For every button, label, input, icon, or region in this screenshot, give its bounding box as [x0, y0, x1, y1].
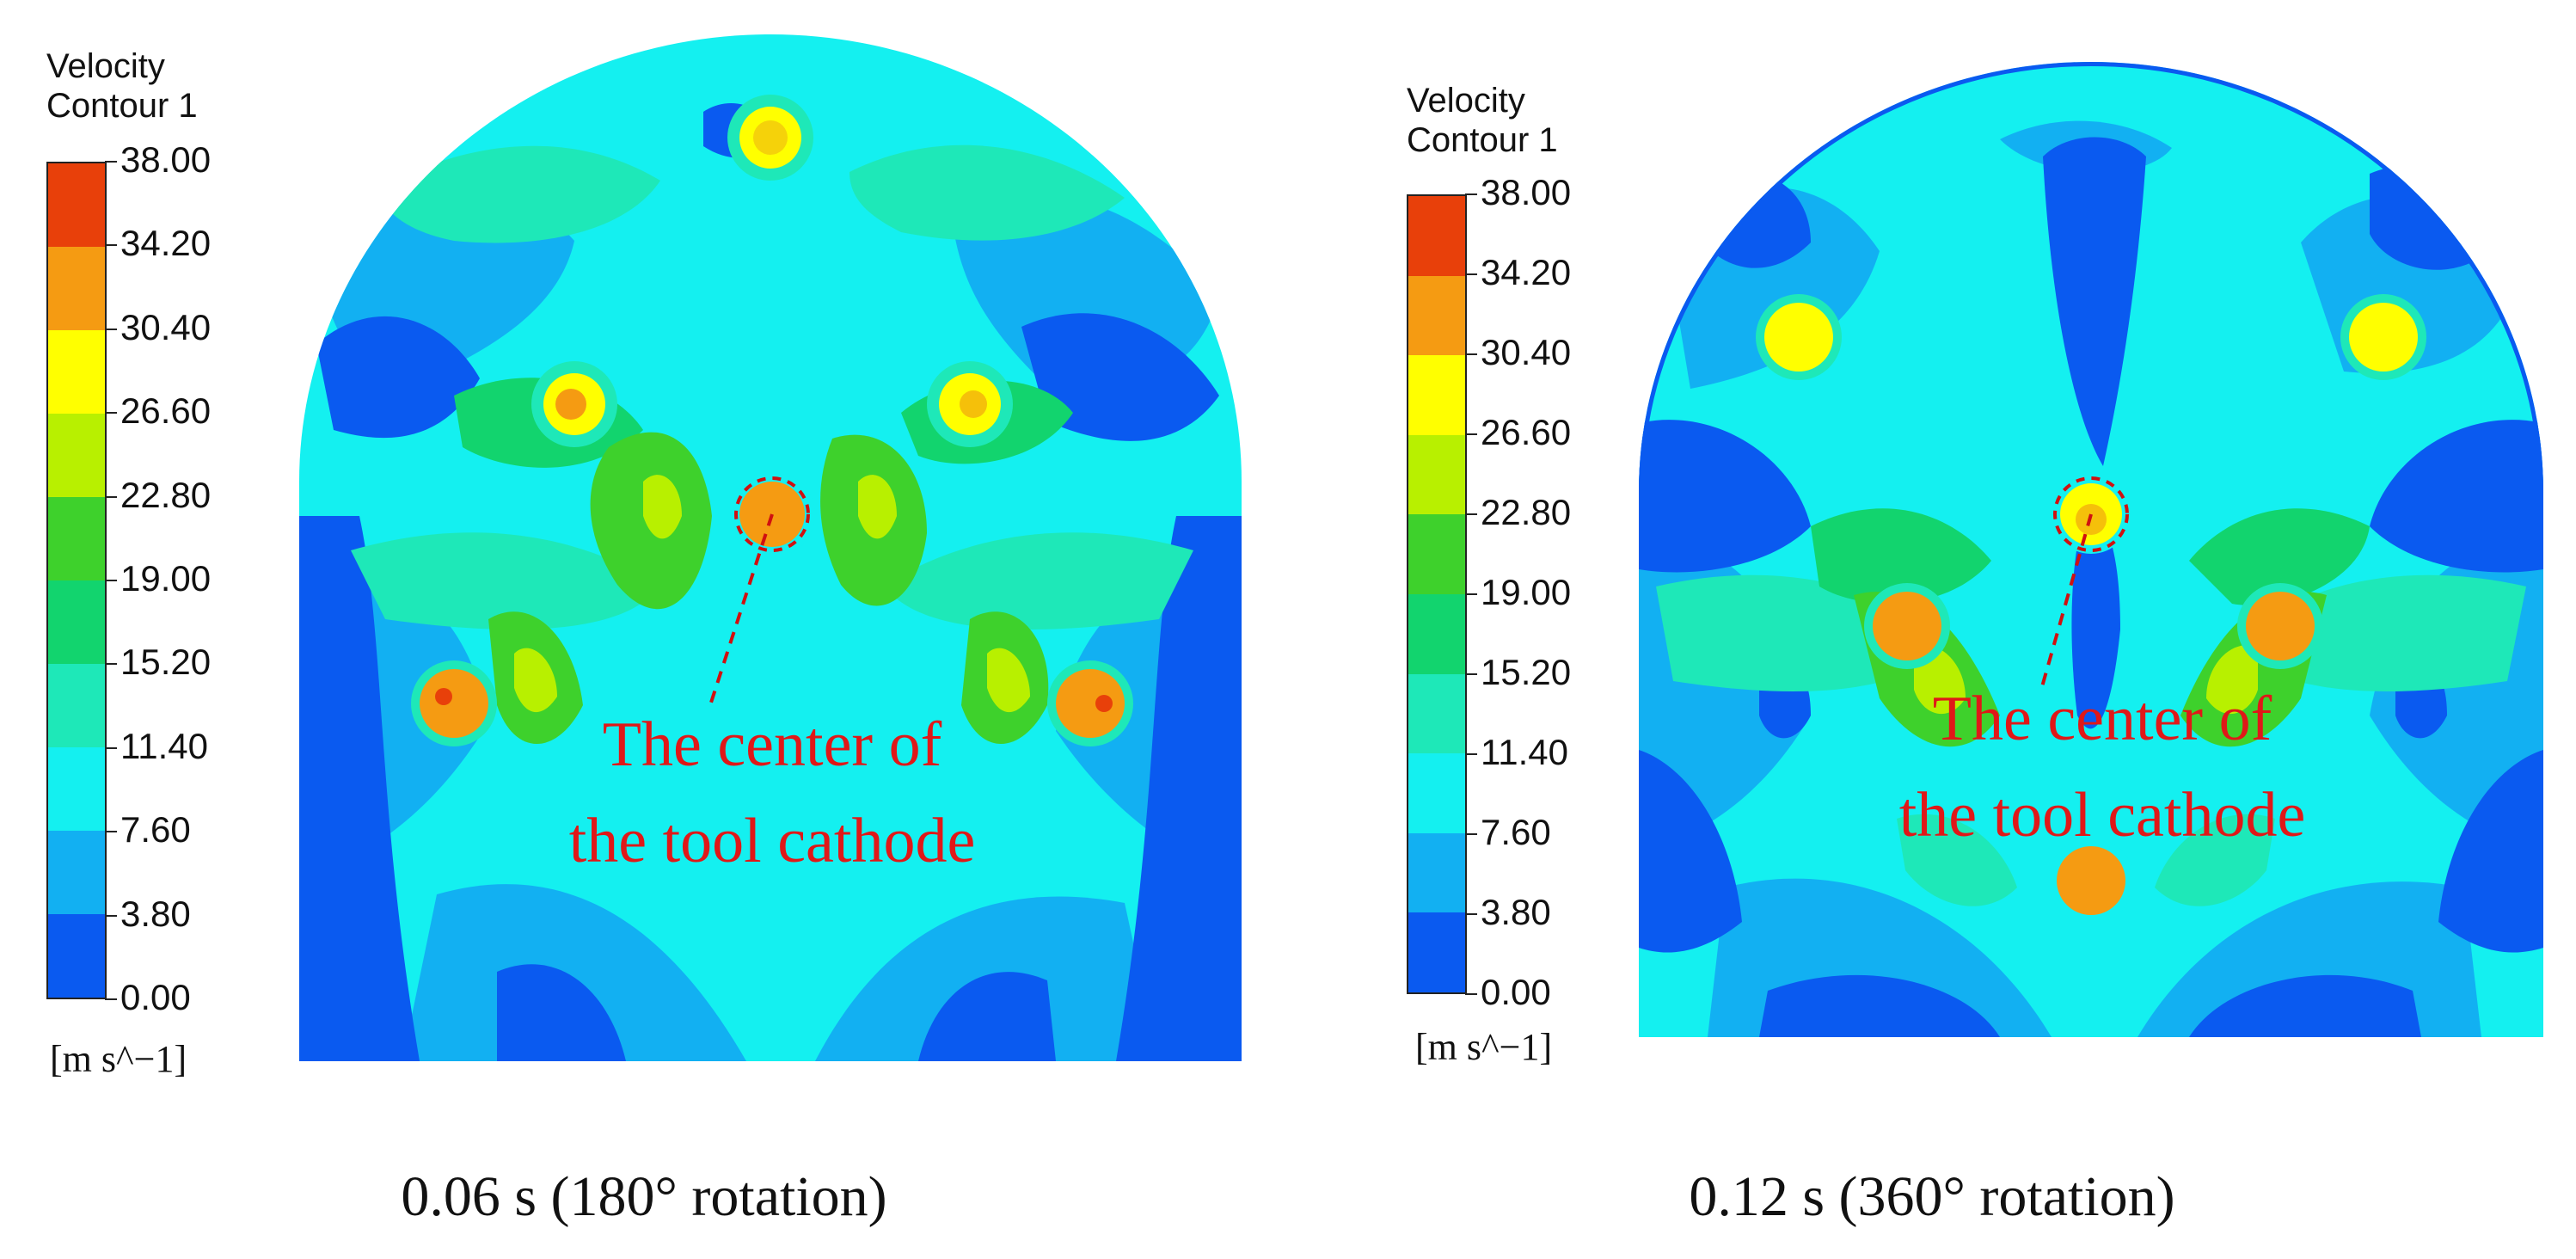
legend-swatch — [48, 914, 105, 998]
legend-tick-mark — [105, 412, 117, 415]
cylinder-upper-right — [2340, 294, 2426, 380]
annotation-label: The center of the tool cathode — [1849, 671, 2356, 863]
legend-tick-label: 30.40 — [1481, 332, 1572, 372]
legend-tick-mark — [1465, 193, 1477, 195]
tool-cathode-marker — [734, 476, 810, 552]
legend-tick-label: 26.60 — [1481, 412, 1572, 452]
panel-180: Velocity Contour 1 [m s^−1] — [46, 34, 1242, 1228]
legend-swatch — [48, 247, 105, 330]
legend-title-velocity: Velocity — [1407, 82, 1525, 120]
cylinder-bottom — [2048, 838, 2134, 924]
annotation-leader-line — [708, 513, 774, 706]
legend-tick-label: 38.00 — [1481, 172, 1572, 212]
legend-tick-label: 0.00 — [1481, 972, 1551, 1012]
legend-tick-label: 22.80 — [120, 474, 212, 515]
legend-unit: [m s^−1] — [50, 1038, 187, 1080]
velocity-contour-plot — [1639, 62, 2543, 1037]
legend-tick-label: 7.60 — [1481, 812, 1551, 852]
legend-tick-mark — [105, 244, 117, 247]
legend-swatch — [1408, 514, 1465, 594]
legend-unit: [m s^−1] — [1415, 1026, 1553, 1068]
legend-tick-mark — [105, 328, 117, 330]
legend-swatch — [48, 330, 105, 414]
legend-tick-mark — [1465, 433, 1477, 435]
legend-tick-mark — [1465, 993, 1477, 995]
legend-tick-label: 15.20 — [120, 642, 212, 683]
legend-tick-mark — [1465, 753, 1477, 755]
legend-tick-mark — [1465, 913, 1477, 915]
legend-swatch — [48, 163, 105, 247]
panel-caption: 0.12 s (360° rotation) — [1689, 1165, 2175, 1228]
legend-tick-mark — [105, 746, 117, 749]
cylinder-lower-left — [411, 660, 497, 746]
cylinder-top — [727, 95, 813, 181]
legend-tick-label: 30.40 — [120, 306, 212, 347]
legend-tick-mark — [1465, 273, 1477, 275]
cylinder-mid-left — [1864, 583, 1950, 669]
legend-color-bar — [1407, 194, 1467, 994]
legend-tick-mark — [105, 831, 117, 833]
cylinder-lower-right — [1047, 660, 1133, 746]
cylinder-upper-right — [927, 361, 1013, 447]
legend-tick-mark — [1465, 513, 1477, 515]
legend-swatch — [1408, 593, 1465, 674]
legend-tick-mark — [1465, 673, 1477, 675]
cylinder-upper-left — [531, 361, 617, 447]
legend-title-contour: Contour 1 — [1407, 121, 1558, 159]
annotation-line1: The center of — [1932, 684, 2272, 754]
cylinder-mid-right — [2237, 583, 2323, 669]
legend-title-velocity: Velocity — [46, 47, 165, 85]
legend-swatch — [1408, 832, 1465, 913]
legend-tick-label: 15.20 — [1481, 652, 1572, 692]
legend-tick-label: 7.60 — [120, 809, 191, 851]
legend-tick-mark — [1465, 593, 1477, 595]
legend-swatch — [48, 580, 105, 664]
annotation-line2: the tool cathode — [1898, 780, 2306, 851]
legend-swatch — [1408, 753, 1465, 833]
legend-swatch — [48, 747, 105, 831]
legend-tick-mark — [1465, 353, 1477, 355]
legend-swatch — [1408, 275, 1465, 356]
legend-tick-label: 11.40 — [120, 725, 208, 766]
legend-tick-label: 3.80 — [1481, 892, 1551, 932]
legend-tick-label: 0.00 — [120, 977, 191, 1017]
tool-cathode-marker — [2053, 476, 2129, 552]
annotation-line2: the tool cathode — [568, 806, 976, 876]
legend-swatch — [1408, 434, 1465, 515]
legend-swatch — [48, 414, 105, 497]
legend-color-bar — [46, 162, 107, 999]
panel-caption: 0.06 s (180° rotation) — [401, 1165, 887, 1228]
legend-tick-label: 26.60 — [120, 390, 212, 432]
annotation-leader-line — [2039, 513, 2093, 691]
legend-swatch — [48, 664, 105, 747]
legend-tick-label: 38.00 — [120, 139, 212, 180]
legend-tick-label: 19.00 — [1481, 572, 1572, 612]
legend-tick-label: 34.20 — [1481, 252, 1572, 292]
legend-tick-mark — [105, 998, 117, 1000]
velocity-contour-plot — [299, 34, 1242, 1061]
legend-swatch — [1408, 673, 1465, 754]
legend-tick-label: 19.00 — [120, 558, 212, 599]
legend-tick-mark — [105, 495, 117, 498]
legend-tick-mark — [105, 161, 117, 163]
legend-title-contour: Contour 1 — [46, 87, 198, 125]
annotation-label: The center of the tool cathode — [514, 697, 1030, 889]
legend-tick-label: 3.80 — [120, 893, 191, 934]
legend-tick-mark — [105, 663, 117, 666]
legend-tick-label: 22.80 — [1481, 492, 1572, 532]
legend-swatch — [48, 497, 105, 580]
cylinder-upper-left — [1756, 294, 1842, 380]
legend-swatch — [48, 831, 105, 914]
legend-tick-mark — [1465, 833, 1477, 835]
legend-tick-label: 11.40 — [1481, 732, 1568, 772]
legend-tick-mark — [105, 580, 117, 581]
legend-swatch — [1408, 196, 1465, 276]
legend-tick-mark — [105, 914, 117, 917]
legend-swatch — [1408, 355, 1465, 435]
annotation-line1: The center of — [602, 709, 942, 780]
legend-swatch — [1408, 912, 1465, 992]
panel-360: Velocity Contour 1 [m s^−1] — [1288, 0, 2576, 1259]
legend-tick-label: 34.20 — [120, 223, 212, 264]
